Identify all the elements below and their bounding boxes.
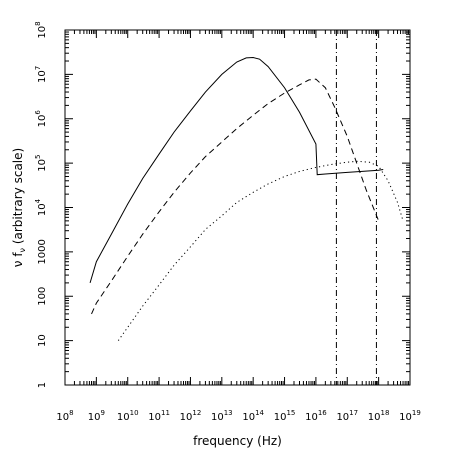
plot-frame	[64, 29, 411, 386]
y-tick-label: 1	[37, 382, 48, 388]
y-tick-label: 108	[34, 21, 48, 38]
x-tick-label: 1015	[274, 409, 296, 423]
y-tick-label: 104	[34, 198, 48, 216]
x-tick-label: 109	[88, 409, 105, 423]
y-tick-label: 105	[34, 155, 48, 172]
x-tick-label: 1017	[336, 409, 358, 423]
x-tick-label: 1018	[368, 409, 390, 423]
y-tick-label: 1000	[37, 239, 48, 264]
x-tick-label: 1014	[242, 409, 264, 423]
y-tick-label: 10	[37, 334, 48, 347]
y-axis-label: ν fν (arbitrary scale)	[11, 148, 27, 267]
x-tick-label: 1013	[211, 409, 233, 423]
y-tick-label: 106	[34, 110, 48, 128]
x-axis-label: frequency (Hz)	[193, 434, 282, 448]
x-tick-label: 108	[56, 409, 73, 423]
series-solid-curve	[89, 56, 384, 284]
y-tick-label: 100	[37, 287, 48, 306]
x-tick-label: 1016	[305, 409, 327, 423]
x-tick-label: 1019	[399, 409, 421, 423]
y-tick-label: 107	[34, 66, 48, 83]
x-tick-label: 1011	[148, 409, 170, 423]
series-dashed-curve	[91, 78, 380, 315]
x-tick-label: 1010	[117, 409, 139, 423]
x-tick-label: 1012	[180, 409, 202, 423]
series-dotted-curve	[117, 160, 404, 341]
